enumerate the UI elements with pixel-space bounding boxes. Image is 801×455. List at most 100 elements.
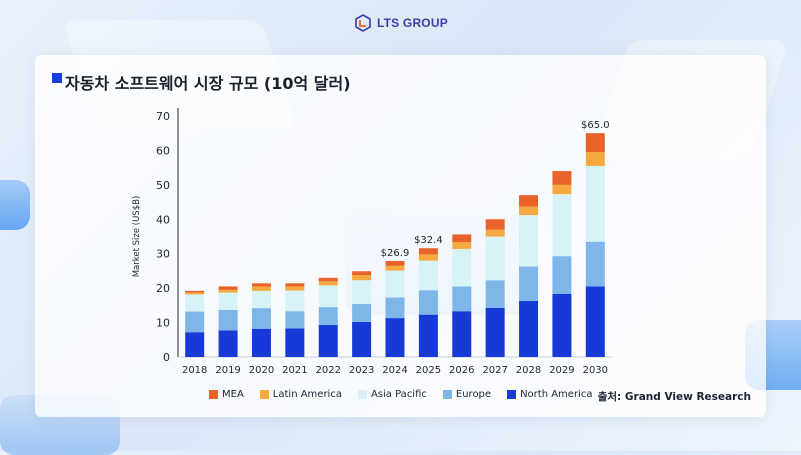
brand-name: LTS GROUP	[377, 16, 448, 30]
y-tick-label: 0	[163, 351, 170, 364]
bar-segment-latin-america	[285, 286, 305, 291]
bar-segment-mea	[452, 234, 472, 243]
bar-segment-mea	[485, 219, 505, 230]
data-label: $26.9	[381, 248, 410, 259]
bar-segment-mea	[251, 283, 271, 287]
bar-segment-mea	[352, 271, 372, 276]
bar-segment-latin-america	[352, 275, 372, 281]
legend-label-latin-america: Latin America	[272, 389, 342, 400]
legend-item-mea: MEA	[209, 389, 244, 400]
bar-segment-latin-america	[485, 229, 505, 237]
bar-segment-asia-pacific	[585, 165, 605, 242]
bar-segment-europe	[552, 256, 572, 294]
legend-swatch-asia-pacific	[357, 390, 367, 399]
bar-segment-mea	[585, 133, 605, 153]
bar-segment-north-america	[251, 328, 271, 357]
chart-title: 자동차 소프트웨어 시장 규모 (10억 달러)	[65, 74, 351, 93]
bar-segment-asia-pacific	[185, 294, 205, 312]
bar-segment-mea	[418, 248, 438, 255]
legend-item-asia-pacific: Asia Pacific	[357, 389, 427, 400]
bar-segment-mea	[385, 260, 405, 266]
legend-swatch-north-america	[507, 390, 517, 399]
bar-segment-latin-america	[218, 289, 238, 293]
legend-item-latin-america: Latin America	[259, 389, 342, 400]
bar-segment-asia-pacific	[218, 292, 238, 310]
legend-item-europe: Europe	[442, 389, 492, 400]
y-tick-label: 30	[156, 248, 170, 261]
legend-swatch-latin-america	[259, 390, 269, 399]
bar-segment-north-america	[185, 332, 205, 357]
bar-segment-asia-pacific	[385, 270, 405, 298]
bar-segment-asia-pacific	[485, 236, 505, 281]
x-tick-label: 2022	[316, 365, 341, 376]
bar-segment-north-america	[519, 300, 539, 357]
source-note: 출처: Grand View Research	[597, 391, 751, 403]
bar-segment-north-america	[318, 324, 338, 357]
bar-segment-europe	[485, 280, 505, 308]
bar-segment-latin-america	[519, 206, 539, 216]
bar-segment-europe	[352, 303, 372, 322]
bar-segment-latin-america	[552, 184, 572, 195]
y-axis-title: Market Size (US$B)	[132, 196, 142, 278]
bar-segment-europe	[385, 297, 405, 319]
bar-segment-north-america	[385, 318, 405, 357]
bar-segment-latin-america	[418, 254, 438, 261]
data-label: $32.4	[414, 235, 443, 246]
bar-segment-latin-america	[318, 281, 338, 286]
x-tick-label: 2028	[516, 365, 541, 376]
y-tick-label: 60	[156, 144, 170, 157]
bar-segment-mea	[318, 277, 338, 282]
bar-segment-north-america	[352, 321, 372, 357]
bar-segment-europe	[452, 286, 472, 312]
data-label: $65.0	[581, 120, 610, 131]
bar-segment-mea	[519, 195, 539, 207]
bar-segment-europe	[519, 266, 539, 301]
y-tick-label: 40	[156, 213, 170, 226]
y-tick-label: 20	[156, 282, 170, 295]
legend-swatch-mea	[209, 390, 218, 399]
chart-header: 자동차 소프트웨어 시장 규모 (10억 달러)	[52, 70, 351, 94]
bar-segment-asia-pacific	[552, 194, 572, 257]
bar-segment-asia-pacific	[251, 290, 271, 309]
x-tick-label: 2024	[382, 365, 407, 376]
bar-segment-asia-pacific	[318, 285, 338, 308]
bar-segment-mea	[552, 171, 572, 185]
legend-swatch-europe	[442, 390, 452, 399]
bar-segment-europe	[418, 290, 438, 315]
x-tick-label: 2019	[215, 365, 240, 376]
bar-segment-latin-america	[185, 292, 205, 295]
bar-segment-asia-pacific	[418, 260, 438, 291]
bar-segment-asia-pacific	[352, 280, 372, 304]
bar-segment-latin-america	[452, 242, 472, 249]
bar-segment-latin-america	[385, 265, 405, 271]
x-tick-label: 2020	[249, 365, 274, 376]
bar-segment-europe	[318, 307, 338, 325]
brand-logo: LTS GROUP	[355, 14, 448, 32]
decorative-block	[0, 180, 30, 230]
x-tick-label: 2030	[583, 365, 608, 376]
y-tick-label: 70	[156, 110, 170, 123]
x-tick-label: 2025	[416, 365, 441, 376]
chart-legend: MEA Latin America Asia Pacific Europe No…	[209, 389, 608, 400]
x-tick-label: 2026	[449, 365, 474, 376]
x-tick-label: 2023	[349, 365, 374, 376]
x-tick-label: 2021	[282, 365, 307, 376]
legend-label-europe: Europe	[455, 389, 492, 400]
title-marker	[52, 73, 62, 83]
bar-segment-north-america	[585, 286, 605, 357]
legend-label-north-america: North America	[520, 389, 593, 400]
legend-label-asia-pacific: Asia Pacific	[370, 389, 427, 400]
bar-segment-latin-america	[585, 152, 605, 166]
bar-segment-latin-america	[251, 286, 271, 291]
bar-segment-north-america	[218, 330, 238, 357]
x-tick-label: 2018	[182, 365, 207, 376]
bar-segment-europe	[185, 311, 205, 333]
legend-label-mea: MEA	[222, 389, 244, 400]
bar-segment-asia-pacific	[452, 248, 472, 287]
bar-segment-europe	[251, 308, 271, 329]
bar-segment-asia-pacific	[519, 215, 539, 267]
lts-logo-icon	[355, 14, 371, 32]
bar-segment-mea	[185, 290, 205, 293]
bar-segment-north-america	[418, 314, 438, 357]
